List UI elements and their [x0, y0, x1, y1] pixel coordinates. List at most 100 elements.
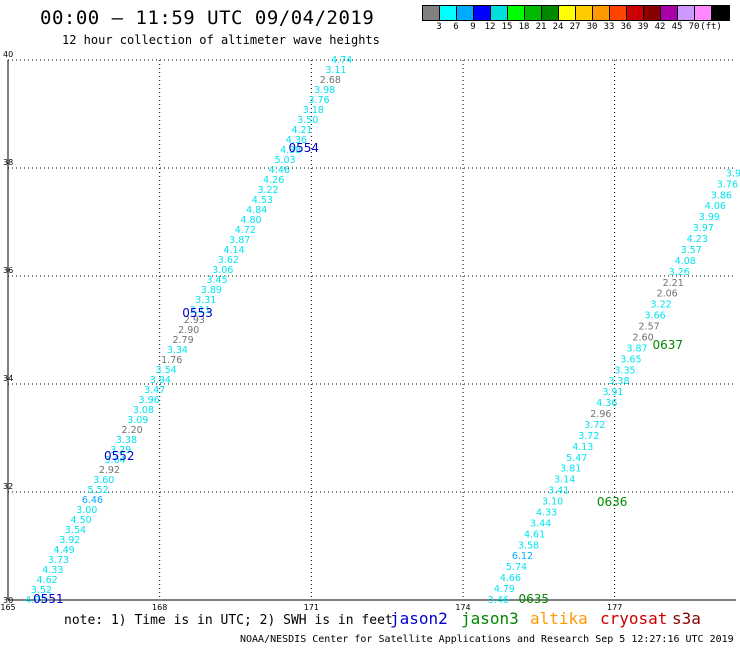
footer-note: note: 1) Time is in UTC; 2) SWH is in fe…: [64, 613, 393, 628]
legend-swatch: [610, 6, 627, 20]
swh-value-label: 3.76: [308, 95, 329, 106]
satellite-jason3-label: jason3: [461, 609, 519, 628]
swh-value-label: 3.60: [93, 475, 114, 486]
swh-value-label: 4.23: [687, 234, 708, 245]
swh-value-label: 3.52: [31, 585, 52, 596]
swh-value-label: 3.92: [59, 535, 80, 546]
swh-value-label: 3.29: [110, 445, 131, 456]
swh-value-label: 2.96: [590, 409, 611, 420]
swh-value-label: 4.21: [291, 125, 312, 136]
swh-value-label: 3.06: [212, 265, 233, 276]
legend-swatch: [644, 6, 661, 20]
swh-value-label: 3.72: [578, 431, 599, 442]
swh-value-label: 1.76: [161, 355, 182, 366]
swh-value-label: 4.49: [54, 545, 75, 556]
legend-label: 36: [620, 22, 632, 32]
swh-value-label: 2.06: [657, 289, 678, 300]
legend-label: 45: [671, 22, 683, 32]
satellite-altika-label: altika: [530, 609, 588, 628]
legend-swatch: [525, 6, 542, 20]
swh-value-label: 2.68: [320, 75, 341, 86]
legend-swatch: [661, 6, 678, 20]
lon-tick-label: 165: [0, 603, 15, 610]
swh-value-label: 3.10: [542, 497, 563, 508]
legend-label: 3: [436, 22, 442, 32]
swh-value-label: 3.22: [257, 185, 278, 196]
legend-swatch: [559, 6, 576, 20]
legend-label: 33: [603, 22, 615, 32]
legend-swatch: [678, 6, 695, 20]
swh-value-label: 3.98: [314, 85, 335, 96]
swh-value-label: 3.91: [602, 387, 623, 398]
legend-label: 21: [535, 22, 547, 32]
swh-value-label: 3.45: [206, 275, 227, 286]
legend-swatch: [508, 6, 525, 20]
legend-swatch: [542, 6, 559, 20]
swh-value-label: 3.54: [156, 365, 177, 376]
lat-tick-label: 40: [3, 50, 13, 59]
swh-value-label: 3.47: [144, 385, 165, 396]
swh-value-label: 4.92: [25, 595, 46, 606]
legend-swatch: [457, 6, 474, 20]
swh-value-label: 3.22: [651, 300, 672, 311]
pass-time-label: 0636: [597, 495, 628, 509]
swh-value-label: 6.12: [512, 551, 533, 562]
legend-swatch: [440, 6, 457, 20]
swh-value-label: 4.13: [572, 442, 593, 453]
swh-value-label: 3.99: [699, 212, 720, 223]
legend-label: 24: [552, 22, 564, 32]
swh-value-label: 3.62: [218, 255, 239, 266]
swh-value-label: 4.26: [263, 175, 284, 186]
swh-value-label: 3.11: [325, 65, 346, 76]
swh-value-label: 3.38: [608, 376, 629, 387]
legend-label: 9: [470, 22, 476, 32]
satellite-jason2-label: jason2: [390, 609, 448, 628]
swh-value-label: 3.94: [150, 375, 171, 386]
swh-value-label: 3.26: [669, 267, 690, 278]
swh-value-label: 2.57: [639, 322, 660, 333]
swh-value-label: 3.44: [530, 518, 551, 529]
swh-value-label: 4.36: [286, 135, 307, 146]
legend-label: 27: [569, 22, 581, 32]
swh-value-label: 3.18: [303, 105, 324, 116]
legend-swatch: [576, 6, 593, 20]
swh-value-label: 4.38: [280, 145, 301, 156]
swh-value-label: 4.06: [705, 201, 726, 212]
swh-value-label: 2.90: [178, 325, 199, 336]
swh-value-label: 4.61: [524, 529, 545, 540]
swh-value-label: 3.00: [76, 505, 97, 516]
swh-value-label: 3.81: [560, 464, 581, 475]
satellite-s3a-label: s3a: [672, 609, 701, 628]
swh-value-label: 3.41: [548, 486, 569, 497]
swh-value-label: 3.58: [518, 540, 539, 551]
lon-tick-label: 168: [152, 603, 167, 610]
swh-value-label: 3.65: [620, 354, 641, 365]
swh-value-label: 3.76: [717, 179, 738, 190]
legend-swatch: [474, 6, 491, 20]
pass-time-label: 0553: [182, 306, 213, 320]
swh-value-label: 3.57: [681, 245, 702, 256]
swh-value-label: 3.09: [127, 415, 148, 426]
swh-value-label: 3.46: [488, 595, 509, 606]
lat-tick-label: 32: [3, 482, 13, 491]
swh-value-label: 3.87: [229, 235, 250, 246]
legend-label: 15: [501, 22, 513, 32]
swh-value-label: 3.14: [554, 475, 575, 486]
swh-value-label: 3.96: [139, 395, 160, 406]
legend-swatch: [712, 6, 729, 20]
swh-value-label: 3.89: [201, 285, 222, 296]
swh-value-label: 5.47: [566, 453, 587, 464]
lat-tick-label: 36: [3, 266, 13, 275]
swh-value-label: 4.72: [235, 225, 256, 236]
swh-value-label: 4.74: [331, 55, 352, 66]
swh-value-label: 3.87: [626, 343, 647, 354]
swh-value-label: 6.46: [82, 495, 103, 506]
swh-value-label: 4.80: [240, 215, 261, 226]
pass-time-label: 0552: [104, 449, 135, 463]
map-title: 00:00 – 11:59 UTC 09/04/2019: [40, 7, 375, 29]
swh-value-label: 2.92: [99, 465, 120, 476]
swh-value-label: 2.60: [632, 332, 653, 343]
legend-label: 18: [518, 22, 530, 32]
swh-value-label: 2.79: [172, 335, 193, 346]
legend-swatch: [695, 6, 712, 20]
